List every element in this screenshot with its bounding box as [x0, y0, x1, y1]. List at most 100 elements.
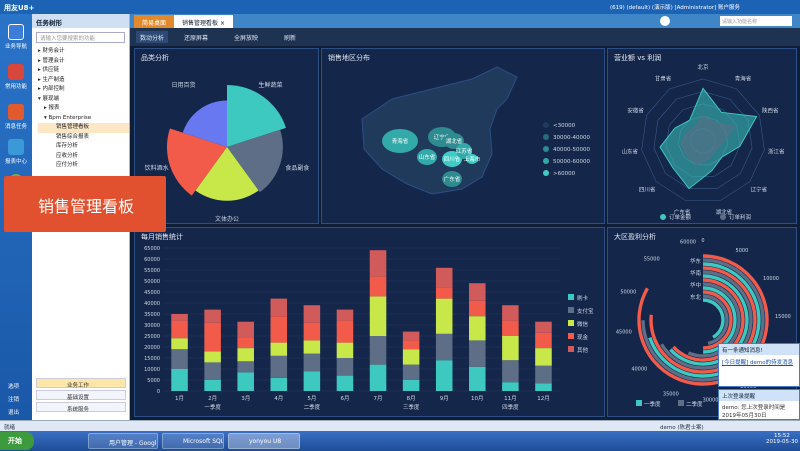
radar-axis-label: 浙江省 — [768, 148, 785, 156]
bar-xtick: 3月 — [241, 395, 250, 402]
radar-axis-label: 北京 — [697, 63, 709, 71]
bar-segment — [336, 375, 354, 391]
tree-item[interactable]: ▸ 报表 — [44, 105, 60, 111]
close-icon[interactable]: × — [219, 20, 225, 27]
rail-item-message[interactable]: 消息任务 — [2, 104, 30, 130]
bar-xtick: 11月 — [504, 395, 517, 402]
ring-bar — [702, 286, 737, 354]
tree-item[interactable]: ▾ 展现端 — [38, 95, 60, 102]
bar-segment — [336, 342, 354, 358]
map-legend-label: 30000-40000 — [553, 135, 590, 141]
tab-sales-dashboard[interactable]: 销售管理看板 × — [174, 15, 233, 28]
bar-segment — [204, 362, 221, 380]
bar-segment — [270, 316, 288, 343]
map-region — [382, 129, 418, 153]
help-icon[interactable] — [660, 16, 670, 26]
map-legend-swatch — [543, 170, 549, 176]
map-legend-swatch — [543, 158, 549, 164]
nav-business-button[interactable]: 业务工作 — [36, 378, 126, 389]
bar-ytick: 10000 — [144, 367, 160, 373]
radar-grid — [641, 78, 765, 201]
tree-item[interactable]: ▾ Bpm Enterprise — [44, 114, 92, 121]
pie-slice — [182, 100, 227, 147]
account-service-link[interactable]: 账户服务 — [718, 5, 741, 11]
tree-item[interactable]: ▸ 生产制造 — [38, 76, 65, 83]
bar-quarter-label: 一季度 — [204, 403, 221, 411]
tree-item[interactable]: ▸ 财务会计 — [38, 48, 65, 54]
rail-item-common[interactable]: 常用功能 — [2, 64, 30, 90]
refresh-button[interactable]: 刷新 — [284, 35, 297, 42]
rail-item-report[interactable]: 报表中心 — [2, 139, 30, 165]
tree-item[interactable]: 应收分析 — [56, 152, 79, 159]
tab-simple-desktop[interactable]: 简易桌面 — [134, 15, 175, 28]
nav-base-settings-button[interactable]: 基础设置 — [36, 390, 126, 401]
ring-bar — [702, 290, 733, 350]
function-search-input[interactable]: 请输入功能名称 — [720, 16, 792, 26]
nav-search-input[interactable]: 请输入您要搜索的功能 — [36, 32, 125, 43]
map-legend-swatch — [543, 134, 549, 140]
bar-ytick: 0 — [157, 389, 160, 395]
bar-segment — [402, 364, 420, 380]
map-region — [442, 151, 462, 167]
nav-system-service-button[interactable]: 系统服务 — [36, 402, 126, 413]
rail-options[interactable]: 选项 — [8, 384, 20, 390]
map-region — [456, 143, 472, 159]
bar-segment — [237, 321, 254, 338]
bar-xtick: 7月 — [374, 395, 383, 402]
ring-category-label: 华中 — [690, 281, 701, 289]
rail-exit[interactable]: 退出 — [8, 410, 20, 416]
bar-segment — [237, 361, 254, 373]
tree-item[interactable]: ▸ 内部控制 — [38, 86, 65, 92]
radar-legend-label: 订单利润 — [729, 213, 752, 221]
taskbar-item[interactable]: Microsoft SQL Se... — [162, 433, 224, 449]
tree-item[interactable]: 库存分析 — [56, 143, 79, 149]
taskbar-item[interactable]: 用户管理 - Googl... — [88, 433, 158, 449]
start-button[interactable]: 开始 — [0, 432, 34, 450]
tree-item[interactable]: ▸ 管理会计 — [38, 57, 65, 64]
bar-segment — [535, 321, 552, 333]
bar-segment — [303, 371, 321, 391]
fullscreen-button[interactable]: 全屏放映 — [234, 35, 259, 42]
tree-item[interactable]: 销售综合报表 — [56, 133, 90, 140]
bar-xtick: 2月 — [208, 395, 217, 402]
bar-ytick: 50000 — [144, 279, 160, 285]
notification-title: 有一条通知消息! — [719, 344, 799, 355]
star-icon — [8, 64, 24, 80]
dashboard: 品类分析 生鲜蔬菜 食品副食 文体办公 饮料酒水 日用百货 销售地区分布 辽宁省 山东省四… — [130, 46, 800, 420]
bar-segment — [204, 309, 221, 323]
pie-label: 饮料酒水 — [145, 164, 169, 172]
tree-item-selected[interactable]: 销售管理看板 — [38, 123, 129, 133]
ring-category-label: 华东 — [690, 257, 702, 265]
radar-axis-label: 陕西省 — [762, 106, 779, 114]
bar-segment — [336, 309, 354, 321]
bar-ytick: 45000 — [144, 290, 160, 296]
ring-tick: 45000 — [616, 329, 632, 335]
ring-bar — [702, 294, 729, 346]
bar-segment — [469, 340, 486, 367]
radar-panel: 营业额 vs 利润 北京 青海省 陕西省 浙江省 辽宁省 湖北省 广东省 四川省 山东省 安徽省 甘… — [607, 48, 797, 224]
bar-ytick: 55000 — [144, 268, 160, 274]
notification-link[interactable]: [今日提醒] demo的待发消息 — [722, 360, 794, 366]
ring-category-label: 华南 — [690, 269, 702, 277]
bar-xtick: 12月 — [537, 395, 550, 402]
tree-item[interactable]: 应付分析 — [56, 162, 79, 168]
restore-screen-button[interactable]: 还原屏幕 — [184, 35, 209, 42]
map-panel: 销售地区分布 辽宁省 山东省 四川省 湖北省 江苏省 上海市 广东省 青海省 <30000 300… — [321, 48, 605, 224]
map-region-label: 辽宁省 — [434, 133, 451, 141]
bar-segment — [336, 358, 354, 376]
rail-item-nav[interactable]: 业务导航 — [2, 24, 30, 50]
home-icon — [8, 24, 24, 40]
taskbar-item-active[interactable]: yonyou U8 — [228, 433, 300, 449]
tree-item[interactable]: ▸ 供应链 — [38, 67, 60, 73]
bar-segment — [270, 342, 288, 356]
rail-logout[interactable]: 注销 — [8, 397, 20, 403]
bar-legend-swatch — [568, 320, 574, 326]
analysis-button[interactable]: 数动分析 — [136, 31, 169, 43]
ring-bar — [669, 274, 749, 366]
bar-segment — [270, 377, 288, 391]
bar-segment — [435, 287, 453, 299]
bar-segment — [336, 320, 354, 343]
map-legend-label: 50000-60000 — [553, 159, 590, 165]
bar-legend-swatch — [568, 333, 574, 339]
